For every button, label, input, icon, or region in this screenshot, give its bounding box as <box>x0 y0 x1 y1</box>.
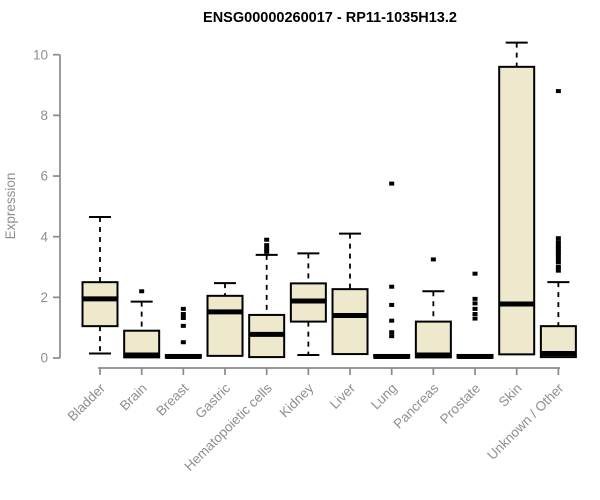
x-tick-label: Gastric <box>192 380 233 421</box>
outlier-point <box>389 330 395 335</box>
x-tick-label: Bladder <box>65 380 109 424</box>
outlier-point <box>180 306 186 311</box>
outlier-point <box>555 256 561 261</box>
outlier-point <box>264 246 270 251</box>
chart-title: ENSG00000260017 - RP11-1035H13.2 <box>203 10 457 26</box>
outlier-point <box>472 306 478 311</box>
box-skin <box>498 65 536 356</box>
box-pancreas <box>414 320 452 359</box>
y-tick-label: 2 <box>40 290 48 305</box>
outlier-point <box>555 240 561 245</box>
outlier-point <box>389 318 395 323</box>
outlier-point <box>264 237 270 242</box>
y-tick-label: 0 <box>40 351 48 366</box>
outlier-point <box>555 268 561 273</box>
outlier-point <box>180 340 186 345</box>
outlier-point <box>555 252 561 257</box>
outlier-point <box>430 257 436 262</box>
outlier-point <box>180 312 186 317</box>
x-tick-label: Prostate <box>437 381 483 427</box>
box-gastric <box>206 294 244 357</box>
outlier-point <box>472 271 478 276</box>
y-tick-label: 8 <box>40 108 48 123</box>
outlier-point <box>555 246 561 251</box>
y-tick-label: 6 <box>40 169 48 184</box>
outlier-point <box>389 284 395 289</box>
x-tick-label: Kidney <box>277 380 317 420</box>
outlier-point <box>555 249 561 254</box>
outlier-point <box>555 243 561 248</box>
x-tick-label: Unknown / Other <box>484 380 567 463</box>
outlier-point <box>555 260 561 265</box>
boxes-group <box>81 41 577 359</box>
outlier-point <box>472 316 478 321</box>
outlier-point <box>555 89 561 94</box>
outlier-point <box>389 302 395 307</box>
x-tick-label: Brain <box>117 381 150 414</box>
outlier-point <box>264 243 270 248</box>
outlier-point <box>472 296 478 301</box>
x-tick-label: Skin <box>496 381 525 410</box>
y-tick-label: 10 <box>33 47 48 62</box>
outlier-point <box>389 181 395 186</box>
y-tick-label: 4 <box>40 229 48 244</box>
x-tick-label: Liver <box>327 380 359 412</box>
outlier-point <box>139 289 145 294</box>
x-tick-label: Pancreas <box>391 380 442 431</box>
outlier-point <box>472 301 478 306</box>
outlier-point <box>180 323 186 328</box>
box-bladder <box>81 281 119 328</box>
outlier-point <box>555 236 561 241</box>
x-tick-label: Lung <box>368 381 400 413</box>
outlier-point <box>555 265 561 270</box>
outlier-point <box>472 312 478 317</box>
outlier-point <box>264 249 270 254</box>
box-liver <box>331 288 369 356</box>
outlier-point <box>389 334 395 339</box>
y-axis-title: Expression <box>3 173 18 240</box>
x-tick-label: Breast <box>153 380 191 418</box>
outlier-point <box>180 315 186 320</box>
